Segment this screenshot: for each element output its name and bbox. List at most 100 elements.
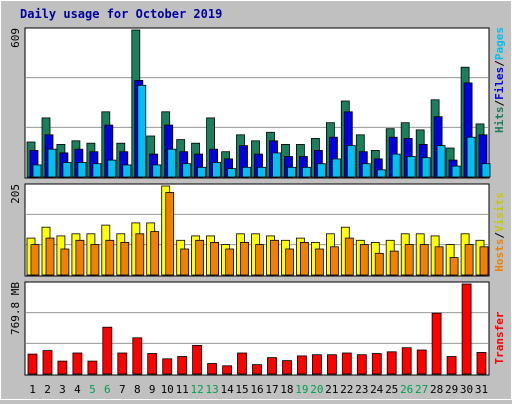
bar-hosts-day-2	[45, 237, 55, 276]
bar-hosts-day-3	[60, 248, 70, 276]
bar-hosts-day-11	[180, 248, 190, 276]
bar-pages-day-6	[107, 159, 117, 178]
bar-hosts-day-7	[120, 241, 130, 276]
bar-hosts-day-16	[255, 244, 264, 276]
ylabel-hosts-visits: Hosts/Visits	[493, 192, 506, 272]
bar-pages-day-4	[77, 162, 87, 178]
x-tick-label-day-3: 3	[59, 383, 66, 396]
bar-hosts-day-19	[299, 241, 309, 276]
bar-transfer-day-2	[42, 350, 53, 375]
bar-hosts-day-10	[165, 192, 175, 276]
bar-pages-day-22	[346, 145, 356, 178]
bar-pages-day-29	[451, 165, 461, 178]
x-tick-label-day-31: 31	[475, 383, 488, 396]
x-tick-label-day-30: 30	[460, 383, 473, 396]
bar-transfer-day-5	[87, 360, 98, 375]
bar-hosts-day-9	[150, 231, 160, 276]
bar-transfer-day-3	[57, 360, 68, 375]
bar-pages-day-18	[287, 166, 296, 178]
bar-pages-day-14	[227, 168, 237, 178]
x-tick-label-day-17: 17	[265, 383, 278, 396]
bar-transfer-day-13	[207, 363, 218, 375]
bar-transfer-day-26	[401, 347, 412, 375]
bar-pages-day-21	[331, 158, 341, 178]
bar-transfer-day-29	[446, 356, 457, 375]
bar-hosts-day-6	[105, 239, 115, 276]
legend-pages: Pages	[493, 27, 506, 60]
x-tick-label-day-25: 25	[385, 383, 398, 396]
bar-transfer-day-24	[371, 353, 382, 375]
legend-hosts: Hosts	[493, 239, 506, 272]
x-tick-label-day-5: 5	[89, 383, 96, 396]
max-label-hosts: 205	[9, 184, 22, 204]
x-tick-label-day-28: 28	[430, 383, 443, 396]
bar-pages-day-10	[167, 148, 177, 178]
bar-pages-day-31	[481, 163, 491, 178]
label-separator: /	[493, 232, 506, 239]
bar-hosts-day-13	[210, 241, 220, 276]
bar-transfer-day-19	[296, 355, 307, 375]
x-tick-label-day-9: 9	[149, 383, 156, 396]
bar-hosts-day-8	[135, 233, 145, 276]
bar-transfer-day-7	[117, 352, 128, 375]
bar-pages-day-3	[62, 162, 72, 178]
legend-transfer: Transfer	[493, 311, 506, 364]
bar-pages-day-27	[421, 157, 431, 178]
x-tick-label-day-6: 6	[104, 383, 111, 396]
legend-visits: Visits	[493, 192, 506, 232]
label-separator: /	[493, 60, 506, 67]
bar-pages-day-13	[212, 162, 222, 178]
max-label-hits: 609	[9, 28, 22, 48]
bar-transfer-day-15	[237, 352, 247, 375]
x-tick-label-day-20: 20	[310, 383, 323, 396]
bar-hosts-day-21	[329, 246, 339, 276]
bar-transfer-day-22	[341, 352, 352, 375]
bar-hosts-day-28	[434, 246, 444, 276]
bar-hosts-day-30	[464, 244, 474, 276]
ylabel-transfer: Transfer	[493, 311, 506, 364]
x-tick-label-day-21: 21	[325, 383, 338, 396]
x-tick-label-day-13: 13	[205, 383, 218, 396]
bar-pages-day-8	[137, 84, 147, 178]
bar-hosts-day-27	[419, 244, 429, 276]
legend-hits: Hits	[493, 107, 506, 134]
chart-labels: 1 2 3 4 5 6 7 8 9 10 11 12 13 14 15 16 17 18 19 20 21 22 23 24 2…	[9, 27, 506, 396]
x-tick-label-day-10: 10	[161, 383, 174, 396]
x-tick-label-day-29: 29	[445, 383, 458, 396]
bar-transfer-day-11	[177, 356, 188, 375]
x-tick-label-day-2: 2	[44, 383, 51, 396]
bar-transfer-day-28	[431, 312, 442, 375]
x-tick-label-day-27: 27	[415, 383, 428, 396]
bar-hosts-day-1	[30, 244, 40, 276]
bar-pages-day-7	[122, 164, 132, 178]
bar-pages-day-16	[257, 166, 266, 178]
x-tick-label-day-11: 11	[176, 383, 189, 396]
bar-hosts-day-15	[240, 241, 249, 276]
bar-pages-day-30	[466, 136, 476, 178]
bar-transfer-day-9	[147, 353, 158, 375]
max-label-transfer: 769.8 MB	[9, 282, 22, 335]
bar-transfer-day-10	[162, 358, 173, 375]
bar-transfer-day-25	[386, 351, 397, 375]
chart-marks	[26, 29, 491, 375]
bar-transfer-day-31	[476, 351, 487, 375]
x-tick-label-day-1: 1	[29, 383, 36, 396]
bar-transfer-day-20	[311, 354, 322, 375]
bar-pages-day-15	[242, 166, 251, 178]
bar-transfer-day-30	[461, 283, 472, 375]
bar-transfer-day-14	[222, 365, 233, 375]
bar-transfer-day-16	[252, 364, 262, 375]
bar-hosts-day-23	[359, 244, 369, 276]
bar-transfer-day-12	[192, 344, 203, 375]
x-tick-label-day-16: 16	[250, 383, 263, 396]
bar-hosts-day-18	[285, 248, 294, 276]
bar-hosts-day-4	[75, 239, 85, 276]
bar-pages-day-24	[376, 169, 386, 178]
bar-hosts-day-24	[374, 252, 384, 276]
bar-pages-day-25	[391, 153, 401, 178]
bar-pages-day-20	[316, 163, 326, 178]
bar-hosts-day-25	[389, 250, 399, 276]
bar-hosts-day-22	[344, 237, 354, 276]
